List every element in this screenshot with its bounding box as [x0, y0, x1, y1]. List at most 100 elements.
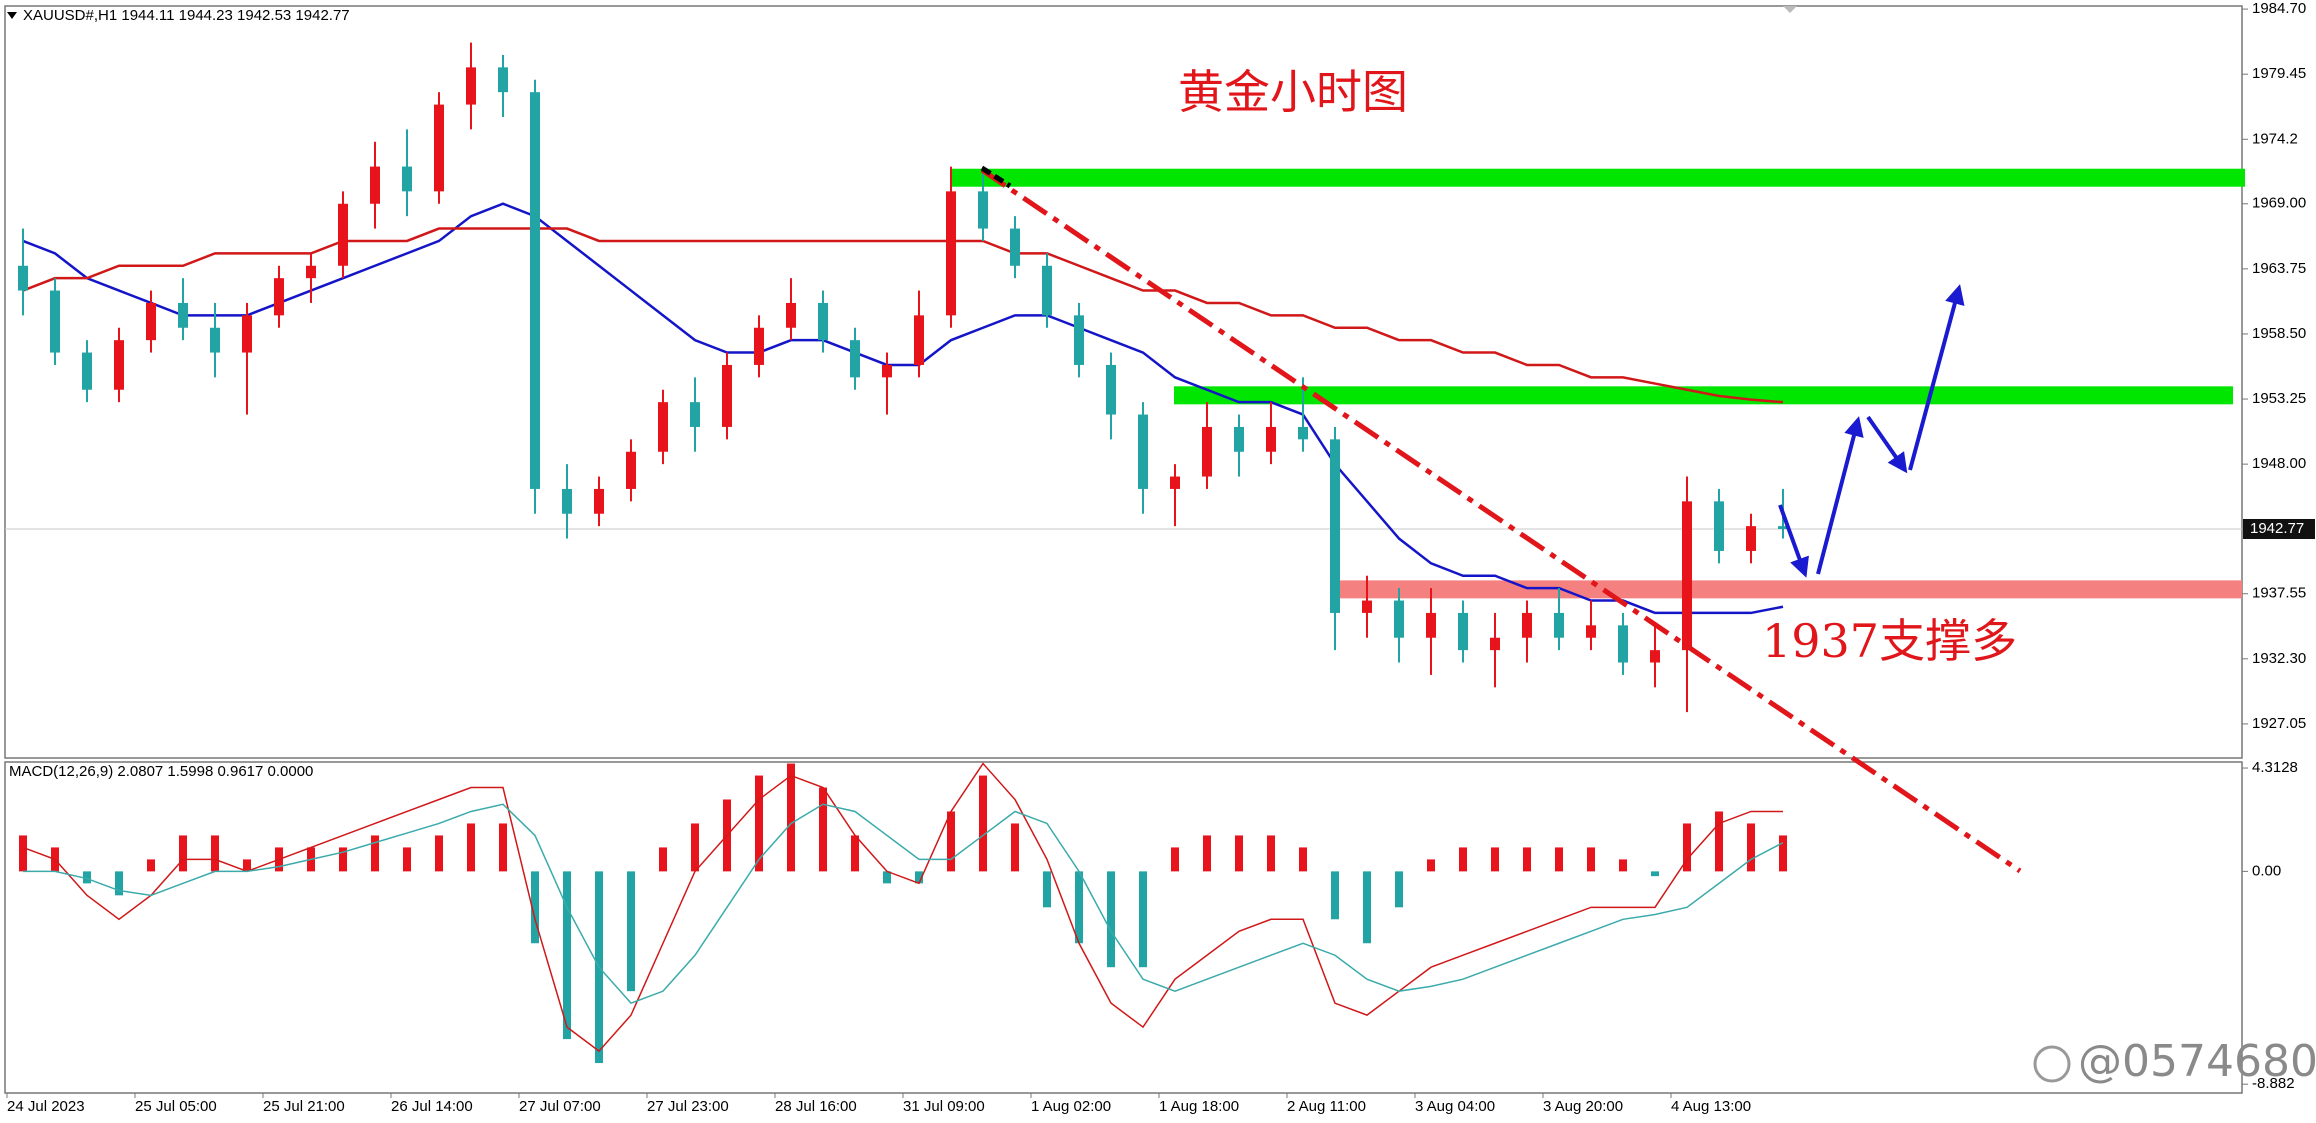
support-annotation: 1937支撑多	[1762, 614, 2017, 668]
shift-marker	[1783, 6, 1797, 13]
y-tick-label: 1932.30	[2252, 650, 2306, 667]
candle-body	[1554, 612, 1564, 638]
y-tick-label: 1979.45	[2252, 65, 2306, 82]
y-tick-label: 1974.2	[2252, 130, 2298, 147]
symbol-menu-icon	[7, 12, 17, 19]
candle-body	[658, 402, 668, 452]
candle-body	[1330, 439, 1340, 613]
candle-body	[1266, 426, 1276, 452]
y-tick-label: 1953.25	[2252, 390, 2306, 407]
candle-body	[978, 191, 988, 229]
candle-body	[914, 315, 924, 365]
macd-bar	[1395, 871, 1403, 908]
price-level-zone	[1337, 580, 2242, 599]
watermark: @0574680	[2078, 1036, 2316, 1087]
candle-body	[818, 302, 828, 341]
candle-body	[1202, 426, 1212, 477]
arrow	[1866, 415, 1908, 474]
candle-body	[1106, 364, 1116, 415]
macd-bar	[1651, 871, 1659, 877]
candle-body	[18, 265, 28, 291]
macd-bar	[1459, 847, 1467, 872]
last-price-box	[2243, 518, 2315, 539]
candle-body	[178, 302, 188, 328]
macd-bar	[1331, 871, 1339, 920]
x-tick-label: 4 Aug 13:00	[1671, 1098, 1751, 1115]
candle-body	[562, 488, 572, 514]
candle-body	[1682, 501, 1692, 651]
candle-body	[754, 327, 764, 365]
macd-bar	[563, 871, 571, 1040]
arrow	[1816, 416, 1864, 575]
candle-body	[1138, 414, 1148, 489]
candle-body	[882, 364, 892, 378]
macd-bar	[1075, 871, 1083, 944]
chart-annotation: 黄金小时图	[1178, 65, 1408, 119]
candle-body	[594, 488, 604, 514]
macd-bar	[531, 871, 539, 944]
macd-bar	[115, 871, 123, 896]
candle-body	[1490, 637, 1500, 651]
candle-body	[1042, 265, 1052, 316]
macd-bar	[691, 823, 699, 872]
macd-bar	[1363, 871, 1371, 944]
candle-body	[1010, 228, 1020, 266]
x-tick-label: 24 Jul 2023	[7, 1098, 85, 1115]
candle-body	[274, 278, 284, 316]
macd-bar	[1267, 835, 1275, 872]
candle-body	[466, 67, 476, 105]
trend-line-start	[980, 165, 1012, 189]
macd-panel-frame	[4, 761, 2243, 1094]
macd-line	[23, 803, 1784, 1005]
macd-bar	[243, 859, 251, 872]
macd-bar	[1235, 835, 1243, 872]
main-panel-frame	[4, 5, 2243, 759]
macd-bar	[435, 835, 443, 872]
y-tick-label: 1937.55	[2252, 585, 2306, 602]
macd-bar	[339, 847, 347, 872]
macd-bar	[403, 847, 411, 872]
macd-bar	[851, 835, 859, 872]
macd-bar	[1523, 847, 1531, 872]
macd-bar	[915, 871, 923, 884]
x-tick-label: 27 Jul 23:00	[647, 1098, 729, 1115]
price-level-zone	[950, 168, 2245, 187]
candle-body	[1074, 315, 1084, 365]
macd-bar	[1491, 847, 1499, 872]
candle-body	[82, 352, 92, 390]
macd-bar	[179, 835, 187, 872]
forecast-arrows	[1778, 284, 1965, 578]
candle-body	[1234, 426, 1244, 452]
macd-bar	[979, 775, 987, 872]
candle-body	[1170, 476, 1180, 489]
macd-bar	[211, 835, 219, 872]
moving-average	[22, 227, 1784, 404]
macd-tick-label: 4.3128	[2252, 759, 2298, 776]
macd-bar	[499, 823, 507, 872]
candle-body	[850, 340, 860, 378]
y-tick-label: 1948.00	[2252, 455, 2306, 472]
price-level-zone	[1174, 386, 2233, 405]
macd-bar	[819, 787, 827, 872]
arrow	[1908, 284, 1965, 471]
watermark-icon	[2033, 1045, 2071, 1083]
macd-bar	[19, 835, 27, 872]
y-tick-label: 1963.75	[2252, 260, 2306, 277]
macd-bar	[627, 871, 635, 992]
x-tick-label: 25 Jul 05:00	[135, 1098, 217, 1115]
macd-bar	[1715, 811, 1723, 872]
candle-body	[1778, 526, 1788, 529]
candle-body	[242, 315, 252, 353]
macd-bar	[1587, 847, 1595, 872]
candle-body	[1746, 526, 1756, 551]
candle-body	[690, 402, 700, 427]
candle-body	[530, 92, 540, 489]
candle-body	[338, 203, 348, 266]
macd-tick-label: 0.00	[2252, 862, 2281, 879]
candle-body	[722, 364, 732, 427]
y-tick-label: 1984.70	[2252, 0, 2306, 17]
x-tick-label: 27 Jul 07:00	[519, 1098, 601, 1115]
macd-header: MACD(12,26,9) 2.0807 1.5998 0.9617 0.000…	[9, 763, 313, 780]
x-tick-label: 25 Jul 21:00	[263, 1098, 345, 1115]
